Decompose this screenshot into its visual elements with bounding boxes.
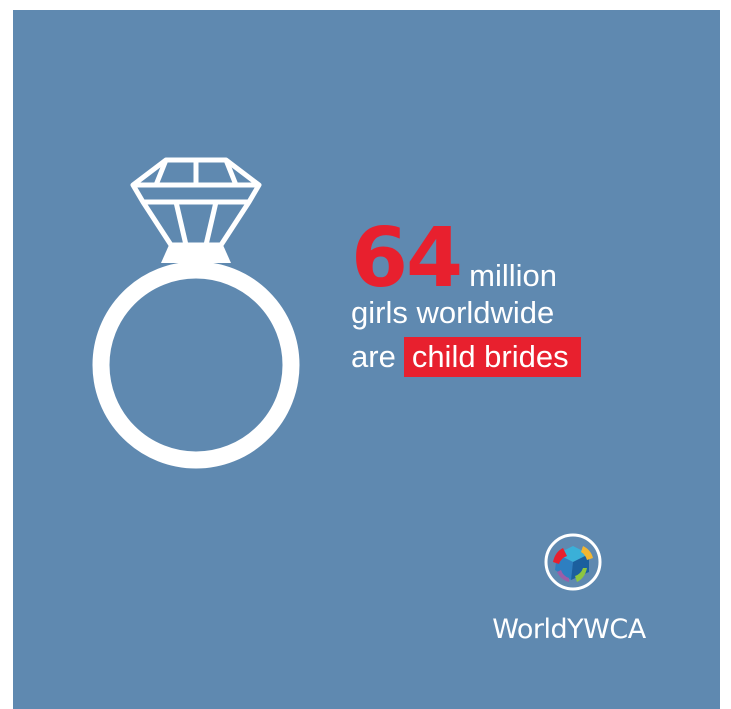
diamond-ring-icon: [92, 157, 300, 469]
stat-description: girls worldwide: [351, 295, 555, 330]
stat-prefix: are: [351, 339, 396, 374]
highlight-label: child brides: [403, 337, 581, 377]
ywca-globe-emblem-icon: [544, 533, 602, 591]
logo-text: WorldYWCA: [492, 614, 646, 645]
world-ywca-logo: WorldYWCA: [469, 532, 669, 662]
statistic-headline: 64 million: [351, 215, 681, 303]
stat-unit: million: [469, 258, 557, 293]
infographic-poster: 64 million girls worldwide are child bri…: [13, 10, 720, 709]
stat-highlight-line: are child brides: [351, 337, 681, 377]
statistic-block: 64 million girls worldwide are child bri…: [351, 215, 681, 377]
stat-number: 64: [351, 211, 463, 306]
